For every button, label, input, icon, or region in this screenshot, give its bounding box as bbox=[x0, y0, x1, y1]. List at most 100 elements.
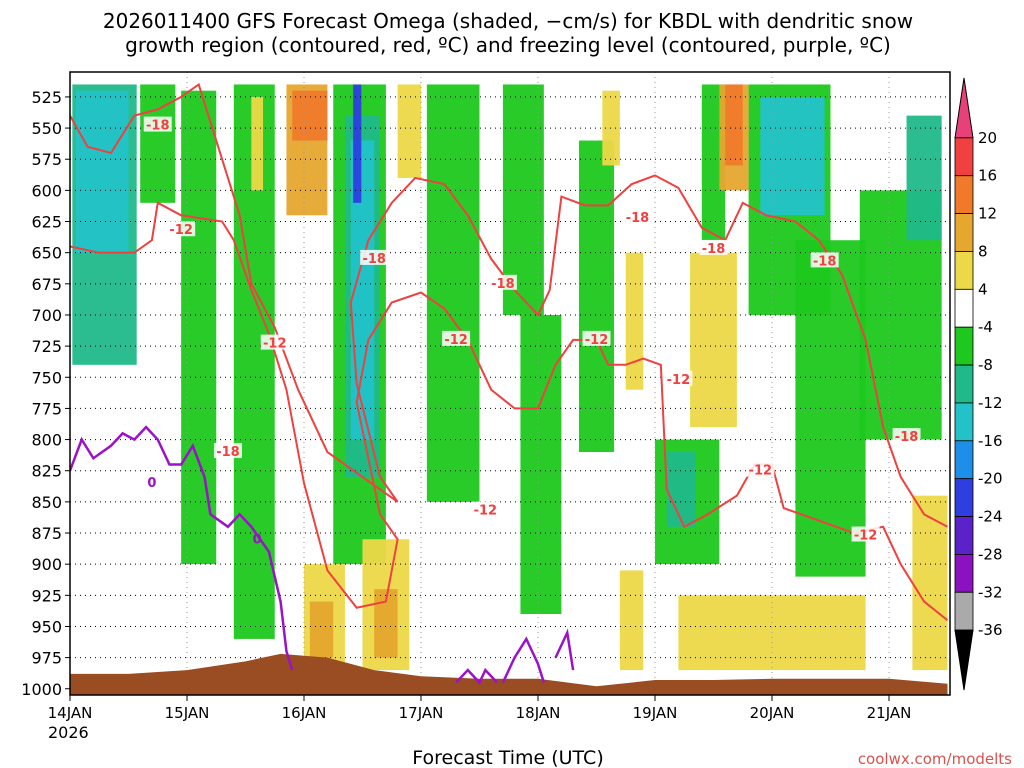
colorbar-tick-1: 16 bbox=[978, 167, 997, 185]
colorbar-swatch-4 bbox=[954, 251, 974, 290]
chart-title-line1: 2026011400 GFS Forecast Omega (shaded, −… bbox=[103, 9, 913, 33]
omega-shade-1 bbox=[75, 90, 129, 253]
ytick-label-625: 625 bbox=[31, 213, 62, 232]
contour-label-0-0: -18 bbox=[143, 116, 172, 134]
omega-shade-21 bbox=[602, 90, 620, 166]
svg-text:-18: -18 bbox=[491, 277, 515, 292]
colorbar-cap-bottom bbox=[954, 629, 974, 691]
omega-shade-17 bbox=[426, 84, 480, 502]
colorbar-swatch-3 bbox=[954, 213, 974, 252]
omega-shade-16 bbox=[397, 84, 421, 178]
x-axis-title: Forecast Time (UTC) bbox=[412, 747, 603, 768]
svg-text:-18: -18 bbox=[702, 242, 726, 257]
contour-label-0-5: -18 bbox=[892, 428, 921, 445]
colorbar-swatch-8 bbox=[954, 402, 974, 442]
colorbar-tick-13: -36 bbox=[978, 621, 1003, 639]
ytick-label-575: 575 bbox=[31, 150, 62, 169]
colorbar-tick-8: -16 bbox=[978, 432, 1003, 450]
omega-shade-15 bbox=[374, 589, 398, 658]
omega-shade-25 bbox=[666, 452, 696, 527]
contour-label-0-2: -18 bbox=[623, 208, 652, 226]
xtick-label-14JAN: 14JAN bbox=[48, 704, 93, 722]
chart-title-line2: growth region (contoured, red, ºC) and f… bbox=[125, 33, 891, 57]
ytick-label-650: 650 bbox=[31, 244, 62, 263]
colorbar-tick-4: 4 bbox=[978, 280, 988, 298]
freezing-level-blip-1 bbox=[501, 636, 546, 684]
ytick-label-975: 975 bbox=[31, 649, 62, 668]
contour-label-0-4: -18 bbox=[810, 252, 839, 269]
contour-label-1-4: -12 bbox=[746, 461, 775, 479]
omega-shade-29 bbox=[725, 84, 743, 166]
ytick-label-875: 875 bbox=[31, 524, 62, 543]
xtick-label-16JAN: 16JAN bbox=[282, 704, 327, 722]
contour-label-1-5: -12 bbox=[471, 501, 500, 519]
svg-text:-18: -18 bbox=[813, 254, 837, 269]
svg-text:-18: -18 bbox=[626, 211, 650, 226]
svg-text:-12: -12 bbox=[169, 223, 193, 238]
omega-shade-11 bbox=[353, 84, 362, 203]
omega-shade-27 bbox=[690, 252, 737, 428]
omega-shade-35 bbox=[906, 115, 942, 241]
freezing-level-label-0: 0 bbox=[147, 476, 156, 491]
svg-text:-12: -12 bbox=[474, 504, 498, 519]
colorbar-tick-5: -4 bbox=[978, 318, 993, 336]
omega-shade-19 bbox=[520, 314, 562, 615]
freezing-level-label-1: 0 bbox=[253, 532, 262, 547]
omega-shade-3 bbox=[181, 90, 217, 565]
plot-area: -18 -18 -18 -18 -18 -18 -18 -18 -12 -12 -12 -12 -12 -… bbox=[69, 71, 951, 696]
ytick-label-800: 800 bbox=[31, 431, 62, 450]
svg-text:-18: -18 bbox=[216, 445, 240, 460]
colorbar-tick-0: 20 bbox=[978, 129, 997, 147]
contour-label-1-7: -12 bbox=[167, 221, 196, 238]
omega-shade-22 bbox=[625, 252, 644, 390]
colorbar-tick-6: -8 bbox=[978, 356, 993, 374]
credit-link[interactable]: coolwx.com/modelts bbox=[858, 750, 1012, 768]
ytick-label-600: 600 bbox=[31, 181, 62, 200]
colorbar-swatch-13 bbox=[954, 591, 974, 631]
ytick-label-1000: 1000 bbox=[21, 680, 62, 699]
x-axis-ticks: 14JAN 15JAN 16JAN 17JAN 18JAN 19JAN 20JAN 21JAN bbox=[48, 695, 912, 722]
ytick-label-750: 750 bbox=[31, 368, 62, 387]
contour-label-0-7: -18 bbox=[488, 274, 517, 292]
x-axis-year-label: 2026 bbox=[48, 723, 89, 742]
svg-text:-18: -18 bbox=[895, 430, 919, 445]
svg-text:-12: -12 bbox=[667, 373, 691, 388]
colorbar-swatch-5 bbox=[954, 288, 974, 328]
freezing-level-blip-0 bbox=[455, 667, 498, 685]
ytick-label-850: 850 bbox=[31, 493, 62, 512]
colorbar: 20 16 12 8 4 -4 -8 -12 -16 -20 -24 -28 -32 -36 bbox=[954, 77, 1003, 691]
contour-label-1-6: -12 bbox=[851, 526, 880, 544]
colorbar-tick-3: 8 bbox=[978, 242, 988, 260]
contour-label-1-0: -12 bbox=[260, 334, 289, 352]
omega-shade-20 bbox=[578, 140, 615, 453]
freezing-level-line bbox=[70, 425, 294, 671]
colorbar-swatch-2 bbox=[954, 175, 974, 215]
contour-label-0-3: -18 bbox=[699, 239, 728, 257]
colorbar-swatch-9 bbox=[954, 440, 974, 480]
colorbar-swatch-6 bbox=[954, 326, 974, 366]
svg-text:-18: -18 bbox=[146, 119, 170, 134]
omega-shade-7 bbox=[292, 90, 328, 141]
omega-shade-23 bbox=[619, 570, 644, 671]
xtick-label-21JAN: 21JAN bbox=[867, 704, 912, 722]
omega-shade-10 bbox=[350, 140, 375, 440]
colorbar-swatch-12 bbox=[954, 554, 974, 593]
colorbar-tick-9: -20 bbox=[978, 470, 1003, 488]
contour-label-1-1: -12 bbox=[442, 330, 471, 348]
colorbar-tick-12: -32 bbox=[978, 583, 1003, 601]
ytick-label-825: 825 bbox=[31, 462, 62, 481]
colorbar-swatch-7 bbox=[954, 364, 974, 404]
omega-shade-32 bbox=[760, 96, 825, 216]
svg-text:-12: -12 bbox=[263, 337, 287, 352]
colorbar-cap-top bbox=[954, 77, 974, 139]
plot-inner: -18 -18 -18 -18 -18 -18 -18 -18 -12 -12 -12 -12 -12 -… bbox=[70, 72, 950, 695]
svg-text:-12: -12 bbox=[749, 464, 773, 479]
svg-text:-18: -18 bbox=[362, 252, 386, 267]
xtick-label-20JAN: 20JAN bbox=[750, 704, 795, 722]
xtick-label-17JAN: 17JAN bbox=[399, 704, 444, 722]
colorbar-tick-10: -24 bbox=[978, 508, 1003, 526]
svg-text:-12: -12 bbox=[444, 333, 468, 348]
contour-label-1-3: -12 bbox=[664, 370, 693, 388]
svg-text:-12: -12 bbox=[585, 333, 609, 348]
svg-text:-12: -12 bbox=[854, 529, 878, 544]
